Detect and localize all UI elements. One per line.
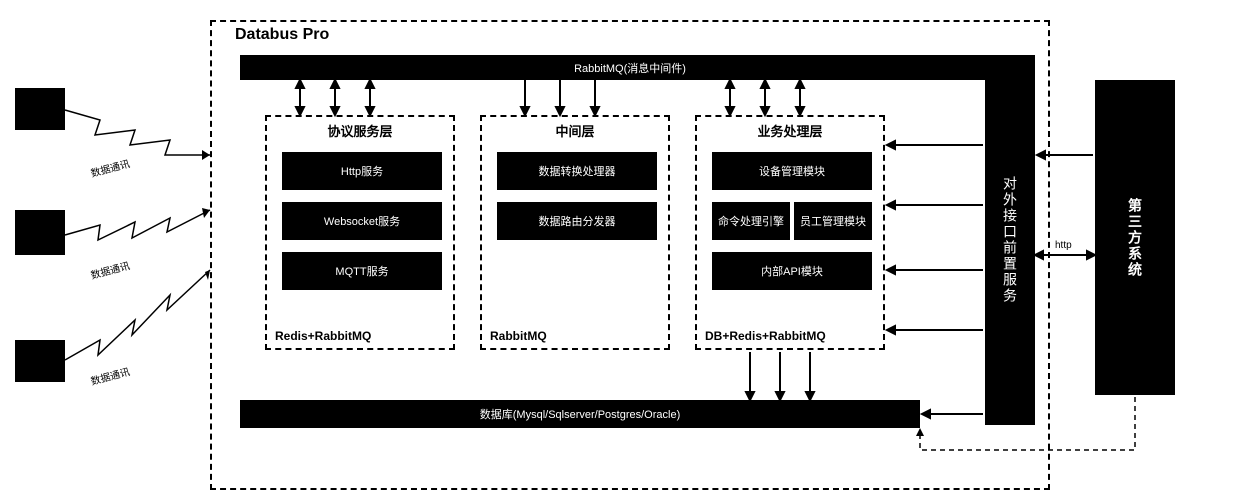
http-label: http bbox=[1055, 240, 1072, 251]
gateway-thirdparty-arrows bbox=[0, 0, 1200, 500]
